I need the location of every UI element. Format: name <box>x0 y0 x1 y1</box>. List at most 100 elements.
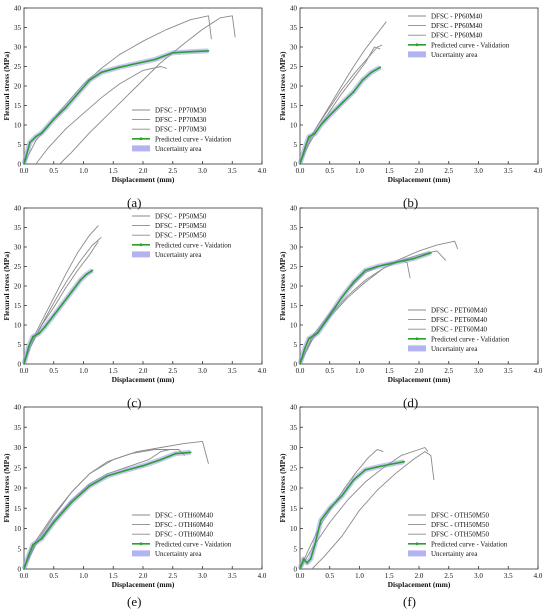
predicted-point <box>174 452 177 455</box>
predicted-point <box>306 562 309 564</box>
predicted-point <box>308 337 310 340</box>
y-tick-label: 30 <box>290 444 298 452</box>
x-tick-label: 0.5 <box>325 367 334 375</box>
legend-label: DFSC - PP70M30 <box>155 107 207 115</box>
y-tick-label: 5 <box>18 341 22 349</box>
x-axis-label: Displacement (mm) <box>112 175 175 184</box>
y-tick-label: 35 <box>14 424 22 432</box>
predicted-point <box>376 466 379 468</box>
predicted-point <box>171 51 174 54</box>
y-tick-label: 40 <box>14 404 22 412</box>
predicted-point <box>32 335 34 338</box>
predicted-point <box>23 568 25 570</box>
predicted-point <box>142 464 144 467</box>
y-axis-label: Flexural stress (MPa) <box>278 51 287 121</box>
experimental-curve-3 <box>23 440 209 570</box>
y-axis-label: Flexural stress (MPa) <box>278 251 287 321</box>
uncertainty-band <box>21 268 94 365</box>
predicted-point <box>376 265 379 268</box>
predicted-point <box>70 290 73 293</box>
x-axis-label: Displacement (mm) <box>388 580 451 589</box>
x-tick-label: 3.0 <box>198 572 207 580</box>
y-tick-label: 20 <box>14 485 22 493</box>
legend-marker-predicted <box>139 243 143 247</box>
x-tick-label: 2.0 <box>139 167 148 175</box>
y-tick-label: 40 <box>290 205 298 213</box>
predicted-point <box>302 557 305 560</box>
chart-panel-2: 0.0 0.5 1.0 1.5 2.0 2.5 3.0 3.5 4.0 0 5 10 15 20 25 30 3… <box>278 5 543 185</box>
y-tick-label: 30 <box>14 444 22 452</box>
x-tick-label: 0.0 <box>20 167 29 175</box>
x-tick-label: 3.5 <box>504 167 513 175</box>
x-tick-label: 4.0 <box>258 367 267 375</box>
predicted-point <box>64 106 67 109</box>
panel-label-e: (e) <box>127 594 142 609</box>
predicted-point <box>299 363 301 365</box>
legend-label: Uncertainty area <box>155 251 202 259</box>
y-tick-label: 35 <box>290 224 298 232</box>
predicted-point <box>364 468 367 471</box>
y-tick-label: 15 <box>14 302 22 310</box>
y-tick-label: 20 <box>290 283 298 291</box>
predicted-point <box>361 79 364 82</box>
legend-label: Uncertainty area <box>431 550 478 558</box>
y-axis-label: Flexural stress (MPa) <box>2 251 11 321</box>
experimental-curve-1 <box>23 449 186 570</box>
legend-label: DFSC - OTH60M40 <box>155 521 213 529</box>
predicted-point <box>299 163 301 165</box>
y-tick-label: 5 <box>18 545 22 553</box>
predicted-point <box>52 314 55 317</box>
x-tick-label: 2.5 <box>168 572 177 580</box>
panel-label-d: (d) <box>403 395 419 410</box>
predicted-point <box>37 332 40 335</box>
x-axis-label: Displacement (mm) <box>112 580 175 589</box>
predicted-point <box>388 463 391 466</box>
legend-label: Uncertainty area <box>155 550 202 558</box>
predicted-point <box>76 92 79 95</box>
legend-label: Predicted curve - Vaidation <box>431 540 508 548</box>
x-tick-label: 2.0 <box>415 367 424 375</box>
plot-frame <box>299 7 539 165</box>
predicted-point <box>35 135 37 138</box>
y-tick-label: 15 <box>14 102 22 110</box>
predicted-point <box>85 273 88 276</box>
legend-swatch-uncertainty <box>408 550 426 557</box>
legend-label: Predicted curve - Vaidation <box>155 135 232 143</box>
legend-label: DFSC - PP50M50 <box>155 232 207 240</box>
experimental-curve-2 <box>35 66 167 165</box>
legend-label: DFSC - OTH50M50 <box>431 512 489 520</box>
x-tick-label: 3.5 <box>228 167 237 175</box>
predicted-point <box>23 163 25 165</box>
legend-label: DFSC - PP60M40 <box>431 32 483 40</box>
x-axis-label: Displacement (mm) <box>112 375 175 384</box>
y-tick-label: 20 <box>14 83 22 91</box>
legend-label: DFSC - PP60M40 <box>431 13 483 21</box>
predicted-curve <box>299 66 381 165</box>
predicted-point <box>79 279 82 282</box>
x-tick-label: 0.5 <box>325 572 334 580</box>
y-tick-label: 5 <box>18 141 22 149</box>
x-tick-label: 0.0 <box>20 572 29 580</box>
x-tick-label: 1.0 <box>355 367 364 375</box>
predicted-point <box>316 331 319 334</box>
x-tick-label: 1.0 <box>355 572 364 580</box>
predicted-point <box>308 135 310 138</box>
experimental-curve-2 <box>299 46 381 165</box>
predicted-point <box>52 521 55 524</box>
predicted-point <box>313 543 316 546</box>
legend-label: DFSC - PP50M50 <box>155 222 207 230</box>
legend-label: DFSC - PET60M40 <box>431 316 488 324</box>
predicted-point <box>124 469 127 472</box>
x-tick-label: 1.5 <box>385 572 394 580</box>
x-tick-label: 3.5 <box>228 367 237 375</box>
y-tick-label: 30 <box>14 44 22 52</box>
legend-label: DFSC - PP60M40 <box>431 22 483 30</box>
y-tick-label: 20 <box>290 485 298 493</box>
x-tick-label: 2.5 <box>444 572 453 580</box>
predicted-point <box>32 543 34 546</box>
legend-label: Predicted curve - Vaidation <box>155 540 232 548</box>
uncertainty-band <box>297 65 382 165</box>
y-tick-label: 0 <box>18 361 22 369</box>
y-tick-label: 0 <box>294 161 298 169</box>
